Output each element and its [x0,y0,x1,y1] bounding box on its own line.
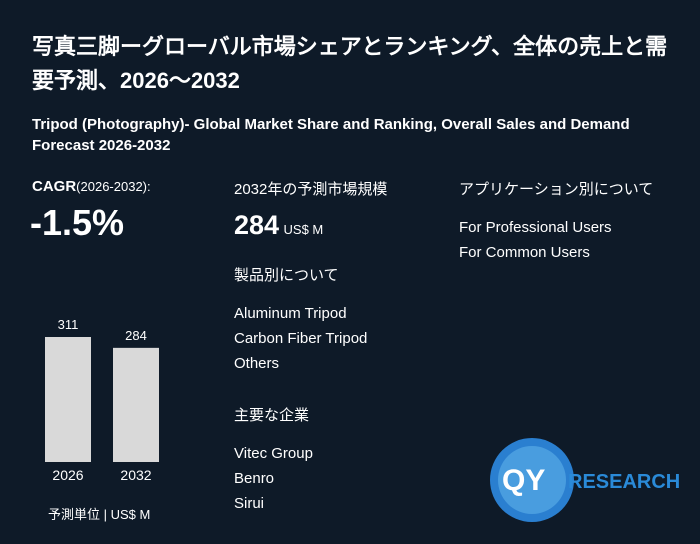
list-item: Carbon Fiber Tripod [234,330,368,347]
companies-list: Vitec Group Benro Sirui [234,445,313,520]
market-size-unit: US$ M [283,222,324,237]
logo-globe-inner [498,446,566,514]
list-item: Benro [234,470,275,487]
value-label: 284 [125,328,147,343]
bar [113,347,159,462]
logo: QY RESEARCH [490,438,680,522]
list-item: Others [234,355,280,372]
cagr-label-row: CAGR(2026-2032): [32,178,151,195]
x-tick-label: 2032 [120,467,151,483]
x-tick-label: 2026 [52,467,83,483]
cagr-period: (2026-2032): [76,179,151,194]
cagr-value: -1.5% [30,202,125,243]
title: 写真三脚ーグローバル市場シェアとランキング、全体の売上と需要予測、2026～20… [32,34,668,93]
cagr-label: CAGR [32,178,77,195]
logo-text: RESEARCH [568,471,680,493]
list-item: For Professional Users [459,219,612,236]
application-label: アプリケーション別について [459,181,654,198]
product-label: 製品別について [234,267,339,284]
application-list: For Professional Users For Common Users [459,219,612,269]
list-item: Sirui [234,495,265,512]
value-label: 311 [58,317,79,332]
market-size-label: 2032年の予測市場規模 [234,181,388,198]
subtitle: Tripod (Photography)- Global Market Shar… [32,116,630,154]
chart: 311 2026 284 2032 [45,317,159,483]
list-item: Vitec Group [234,445,313,462]
logo-mark: QY [502,464,545,497]
unit-note: 予測単位 | US$ M [48,507,151,522]
companies-label: 主要な企業 [234,407,310,424]
product-list: Aluminum Tripod Carbon Fiber Tripod Others [234,305,367,380]
market-size-row: 284 US$ M [234,210,323,241]
market-size-value: 284 [234,210,280,240]
list-item: Aluminum Tripod [234,305,347,322]
list-item: For Common Users [459,244,590,261]
bar [45,337,91,462]
